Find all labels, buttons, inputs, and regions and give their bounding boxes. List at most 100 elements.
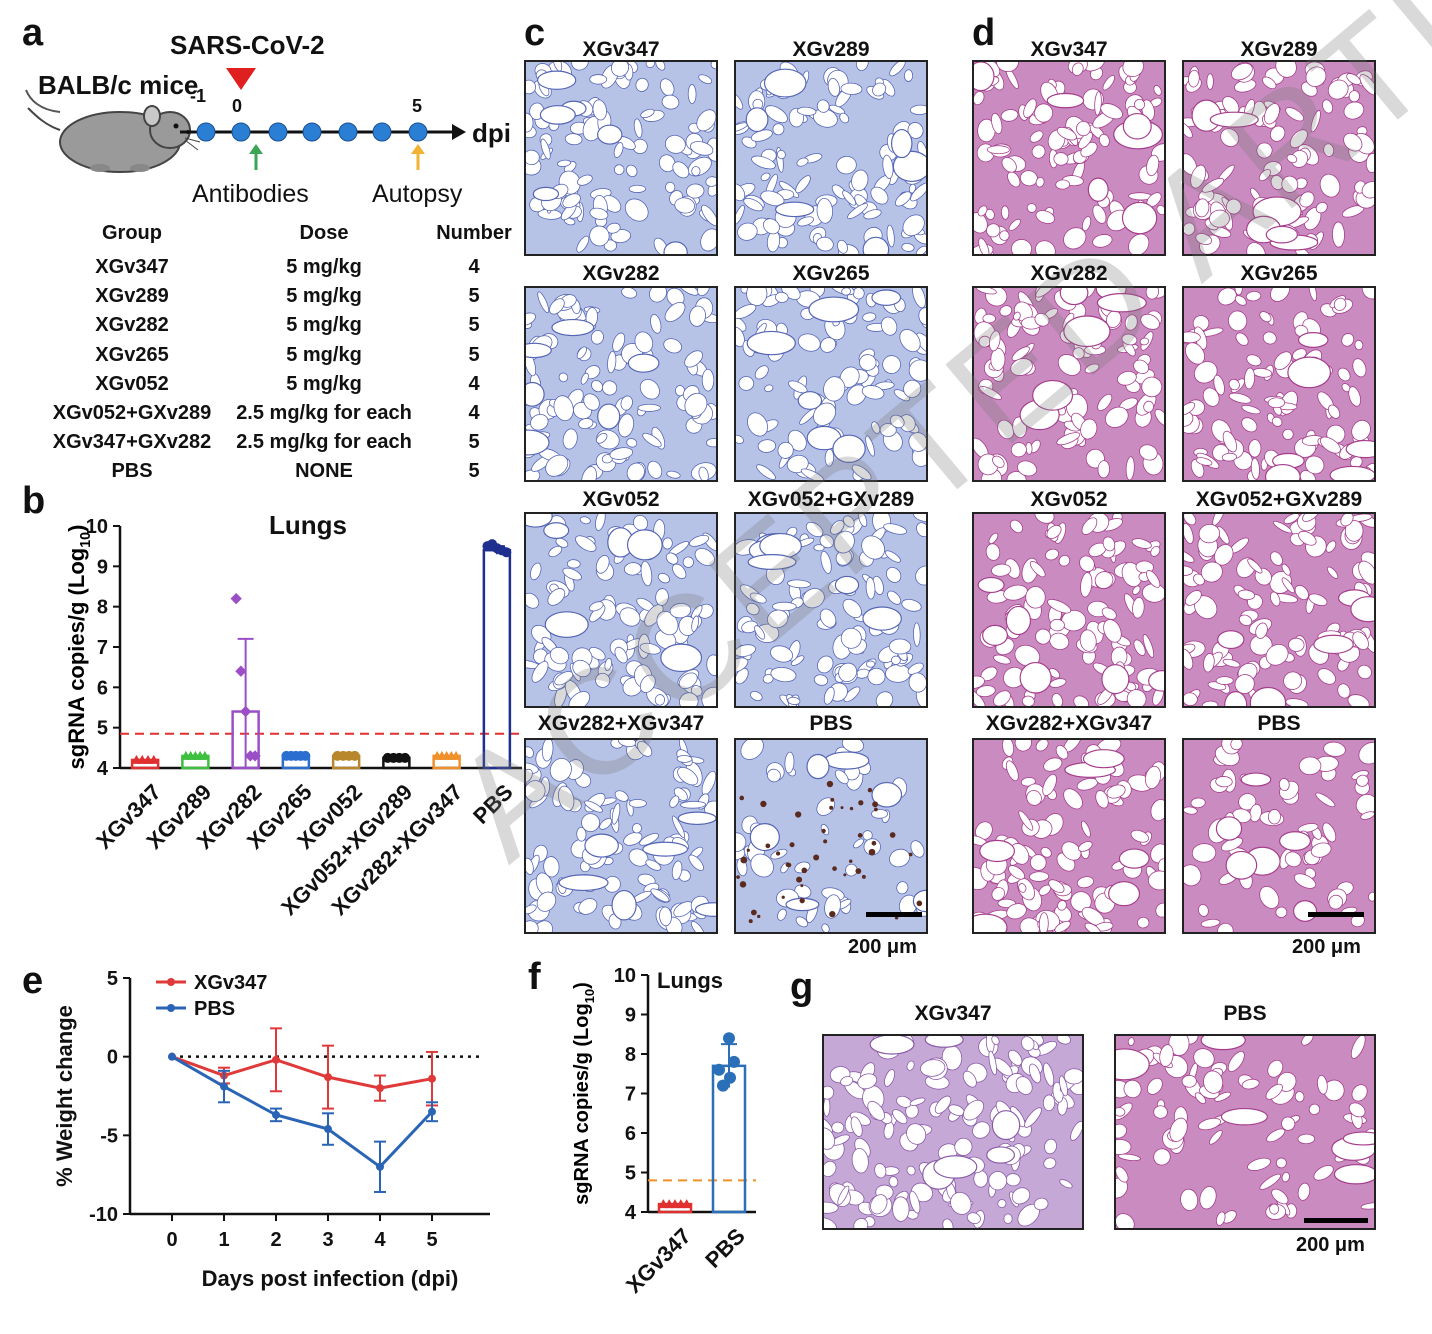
data-point [400, 752, 411, 763]
table-cell: 5 mg/kg [286, 314, 362, 337]
panel-label-f: f [528, 956, 541, 998]
table-cell: XGv052+GXv289 [52, 402, 212, 424]
timeline-dot [268, 122, 288, 142]
panel-label-c: c [524, 12, 546, 54]
data-point [724, 1071, 736, 1084]
x-tick-label: 2 [270, 1229, 281, 1251]
panel-label-a: a [22, 12, 44, 54]
panel-c-title: XGv052 [582, 488, 660, 511]
ihc-image [524, 738, 718, 934]
error-bar [237, 637, 254, 768]
table-cell: 5 [468, 343, 480, 366]
timeline-dot [196, 122, 216, 142]
y-tick-label: 10 [86, 516, 108, 538]
data-point [300, 750, 311, 761]
ihc-image [734, 512, 928, 708]
he-image [972, 738, 1166, 934]
table-cell: 4 [468, 372, 480, 395]
timeline-dots [196, 122, 428, 142]
table-cell: 5 [468, 460, 480, 483]
y-tick-label: 6 [625, 1123, 636, 1145]
table-header: Dose [299, 222, 349, 244]
y-tick-label: 4 [625, 1202, 637, 1224]
data-point [324, 1073, 332, 1082]
data-point [717, 1079, 729, 1092]
ihc-image [524, 512, 718, 708]
data-point [428, 1074, 436, 1083]
table-cell: XGv289 [95, 285, 169, 308]
y-tick-label: 5 [107, 968, 118, 990]
data-point [272, 1110, 280, 1119]
panel-d-title: XGv289 [1240, 38, 1318, 61]
table-cell: 5 [468, 431, 480, 454]
data-point [249, 750, 261, 762]
ihc-image [734, 738, 928, 934]
table-cell: 5 mg/kg [286, 285, 362, 308]
data-point [428, 1107, 436, 1116]
timeline-arrowhead [452, 124, 466, 140]
panel-d-title: XGv052 [1030, 488, 1108, 511]
timeline-dot [302, 122, 322, 142]
legend-label: PBS [194, 998, 235, 1020]
virus-label: SARS-CoV-2 [170, 30, 325, 60]
panel-c-title: PBS [809, 712, 853, 735]
data-point [681, 1199, 692, 1209]
data-point [501, 547, 512, 558]
table-cell: XGv052 [95, 372, 169, 395]
he-image [972, 512, 1166, 708]
timeline-label-5: 5 [412, 96, 423, 116]
table-cell: XGv282 [95, 314, 169, 337]
antibodies-label: Antibodies [192, 180, 309, 208]
panel-g-title: XGv347 [914, 1002, 992, 1025]
data-point [723, 1032, 735, 1045]
panel-d-title: XGv347 [1030, 38, 1108, 61]
data-point [220, 1082, 228, 1091]
legend-label: XGv347 [194, 972, 267, 994]
panel-c-scale-label: 200 μm [848, 936, 917, 958]
table-cell: 5 [468, 314, 480, 337]
chart-b: 45678910XGv347XGv289XGv282XGv265XGv052XG… [64, 510, 522, 920]
x-tick-label: PBS [468, 779, 518, 829]
panel-d-scale-bar [1308, 912, 1364, 917]
he-image [1182, 60, 1376, 256]
x-tick-label: 1 [218, 1229, 229, 1251]
panel-c-title: XGv347 [582, 38, 660, 61]
x-tick-label: 3 [322, 1229, 333, 1251]
panel-label-d: d [972, 12, 996, 54]
panel-label-e: e [22, 960, 44, 1002]
infection-triangle [226, 68, 256, 90]
y-tick-label: 8 [625, 1044, 636, 1066]
timeline-dot [372, 122, 392, 142]
panel-c-title: XGv289 [792, 38, 870, 61]
he-image [1182, 286, 1376, 482]
data-point [239, 705, 252, 718]
x-tick-label: XGv347 [621, 1223, 696, 1298]
panel-g-scale-label: 200 μm [1296, 1234, 1365, 1256]
data-point [148, 754, 159, 764]
he-image [1182, 738, 1376, 934]
he-image [822, 1034, 1084, 1230]
table-cell: 2.5 mg/kg for each [236, 431, 412, 454]
panel-d-title: XGv282+XGv347 [985, 712, 1153, 735]
y-tick-label: 4 [97, 758, 109, 780]
timeline-dot [231, 122, 251, 142]
data-point [230, 592, 242, 605]
he-image [972, 60, 1166, 256]
data-point [272, 1055, 280, 1064]
timeline-label-0: 0 [232, 96, 243, 116]
chart-f: 4 5 6 7 8 9 10 XGv347 PBS Lungs sgRNA copies/g (Lo… [571, 965, 756, 1298]
panel-label-g: g [790, 966, 814, 1008]
series-pbs [168, 1052, 438, 1193]
table-cell: NONE [295, 460, 353, 483]
table-cell: 4 [468, 402, 480, 424]
data-point [376, 1084, 384, 1093]
data-point [324, 1125, 332, 1134]
y-tick-label: 10 [614, 965, 636, 987]
data-point [713, 1063, 725, 1076]
timeline-unit: dpi [472, 118, 511, 148]
panel-label-b: b [22, 480, 46, 522]
y-tick-label: 0 [107, 1047, 118, 1069]
panel-c-scale-bar [866, 912, 922, 917]
chart-title: Lungs [269, 510, 347, 540]
data-point [376, 1162, 384, 1171]
